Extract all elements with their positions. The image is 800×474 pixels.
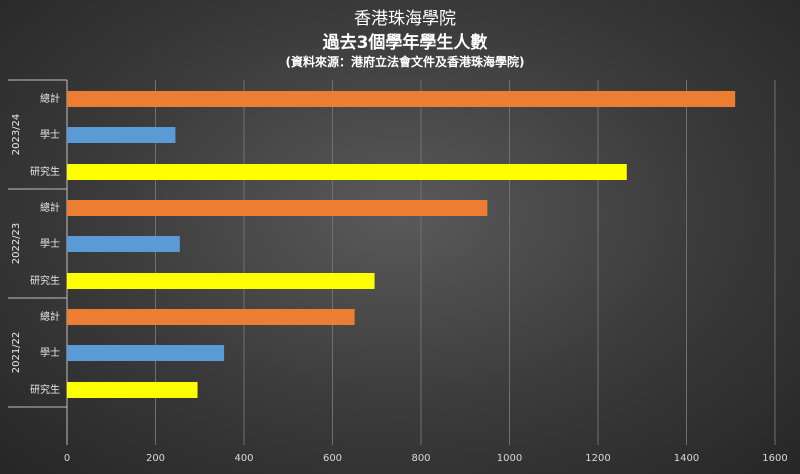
labels: 0 200 400 600 800 1000 1200 1400 16002023/24總計學士… [11,92,788,464]
bar [67,127,176,143]
group-label: 2022/23 [11,223,22,265]
bars [67,91,736,398]
bar [67,164,627,180]
category-label: 研究生 [30,383,60,396]
bar [67,273,375,289]
chart-subtitle: 過去3個學年學生人數 [323,32,488,53]
category-label: 研究生 [30,274,60,287]
category-label: 學士 [40,237,60,250]
bar [67,236,180,252]
category-label: 總計 [40,310,60,323]
x-tick-label: 1600 [762,453,787,464]
category-label: 研究生 [30,165,60,178]
group-label: 2023/24 [11,114,22,156]
category-label: 學士 [40,346,60,359]
x-tick-label: 400 [234,453,253,464]
category-label: 學士 [40,128,60,141]
x-tick-label: 0 [64,453,70,464]
chart-title: 香港珠海學院 [354,9,456,29]
x-tick-label: 1200 [585,453,610,464]
bar [67,309,355,325]
bar [67,382,198,398]
gridlines [155,80,776,445]
category-label: 總計 [40,201,60,214]
group-label: 2021/22 [11,332,22,374]
chart-source: (資料來源：港府立法會文件及香港珠海學院) [286,54,525,69]
x-tick-label: 200 [146,453,165,464]
x-tick-label: 1400 [674,453,699,464]
x-tick-label: 800 [411,453,430,464]
bar [67,345,225,361]
bar [67,200,488,216]
category-label: 總計 [40,92,60,105]
x-tick-label: 1000 [497,453,522,464]
x-tick-label: 600 [323,453,342,464]
bar [67,91,736,107]
